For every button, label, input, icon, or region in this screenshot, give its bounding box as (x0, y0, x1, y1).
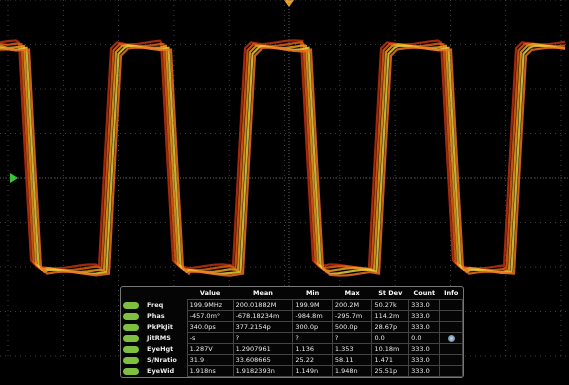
badge (123, 324, 139, 331)
source-badge (121, 344, 145, 355)
badge (123, 368, 139, 375)
info-cell (440, 333, 463, 344)
measurement-name: EyeHgt (145, 344, 187, 355)
column-header: Min (293, 287, 333, 300)
info-cell (440, 322, 463, 333)
waveform-trace (0, 44, 565, 272)
measurement-value: 50.27k (372, 300, 409, 311)
measurement-value: 1.471 (372, 355, 409, 366)
measurement-value: 377.2154p (233, 322, 293, 333)
measurement-value: -984.8m (293, 311, 333, 322)
measurement-value: 58.11 (332, 355, 372, 366)
measurement-value: -678.18234m (233, 311, 293, 322)
measurement-value: 1.149n (293, 366, 333, 377)
measurement-value: 28.67p (372, 322, 409, 333)
measurement-value: 333.0 (409, 355, 440, 366)
source-badge (121, 311, 145, 322)
measurement-value: 1.948n (332, 366, 372, 377)
waveform-trace (0, 40, 565, 268)
info-cell (440, 311, 463, 322)
measurement-value: 340.0ps (187, 322, 233, 333)
column-header: Value (187, 287, 233, 300)
channel-marker (10, 173, 18, 183)
scope-screen: {"measurements": { "headers": ["Value", … (0, 0, 569, 385)
measurement-value: 199.9M (293, 300, 333, 311)
column-header: St Dev (372, 287, 409, 300)
source-badge (121, 300, 145, 311)
measurement-value: 0.0 (372, 333, 409, 344)
measurement-value: 333.0 (409, 344, 440, 355)
source-badge (121, 333, 145, 344)
measurement-name: JitRMS (145, 333, 187, 344)
column-header: Count (409, 287, 440, 300)
measurement-value: -457.0m° (187, 311, 233, 322)
measurement-name: S/Nratio (145, 355, 187, 366)
measurement-value: 1.918ns (187, 366, 233, 377)
source-badge (121, 366, 145, 377)
column-header: Max (332, 287, 372, 300)
measurement-value: 25.51p (372, 366, 409, 377)
waveform-trace (0, 46, 565, 274)
measurement-value: 333.0 (409, 322, 440, 333)
measurement-name: PkPkJit (145, 322, 187, 333)
measurement-name: EyeWid (145, 366, 187, 377)
column-header: Mean (233, 287, 293, 300)
source-badge (121, 322, 145, 333)
measurement-value: 1.136 (293, 344, 333, 355)
info-cell (440, 300, 463, 311)
info-cell (440, 344, 463, 355)
info-icon[interactable] (448, 335, 455, 342)
source-badge (121, 355, 145, 366)
measurement-value: ? (332, 333, 372, 344)
badge (123, 335, 139, 342)
measurement-value: -s (187, 333, 233, 344)
badge (123, 357, 139, 364)
measurement-value: 300.0p (293, 322, 333, 333)
measurement-value: 500.0p (332, 322, 372, 333)
measurement-value: 333.0 (409, 300, 440, 311)
waveform-trace (0, 48, 565, 276)
measurement-value: 31.9 (187, 355, 233, 366)
measurement-value: 333.0 (409, 311, 440, 322)
measurement-value: 33.608665 (233, 355, 293, 366)
measurement-value: ? (293, 333, 333, 344)
measurement-value: 25.22 (293, 355, 333, 366)
info-cell (440, 355, 463, 366)
measurement-name: Phas (145, 311, 187, 322)
measurement-value: 1.353 (332, 344, 372, 355)
measurement-value: 200.01882M (233, 300, 293, 311)
measurement-value: 114.2m (372, 311, 409, 322)
badge (123, 346, 139, 353)
measurement-value: 1.2907961 (233, 344, 293, 355)
measurement-value: 199.9MHz (187, 300, 233, 311)
measurement-value: 0.0 (409, 333, 440, 344)
waveform-trace (0, 42, 565, 270)
measurement-value: 1.287V (187, 344, 233, 355)
measurement-name: Freq (145, 300, 187, 311)
measurement-value: ? (233, 333, 293, 344)
measurement-value: 1.9182393n (233, 366, 293, 377)
measurement-value: 333.0 (409, 366, 440, 377)
measurement-value: -295.7m (332, 311, 372, 322)
column-header: Info (440, 287, 463, 300)
measurement-value: 10.18m (372, 344, 409, 355)
measurement-value: 200.2M (332, 300, 372, 311)
info-cell (440, 366, 463, 377)
badge (123, 313, 139, 320)
badge (123, 302, 139, 309)
